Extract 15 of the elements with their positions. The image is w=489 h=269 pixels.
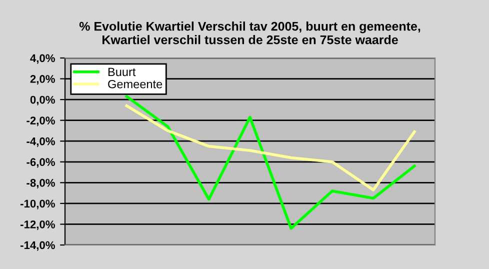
y-tick-label: -2,0% — [26, 116, 55, 126]
y-tick-label: -4,0% — [26, 137, 55, 147]
line-series — [125, 104, 416, 192]
y-tick-label: -14,0% — [20, 241, 55, 251]
y-tick-label: -6,0% — [26, 158, 55, 168]
line-series — [125, 95, 416, 230]
y-tick-label: 0,0% — [30, 96, 55, 106]
y-tick-label: -10,0% — [20, 200, 55, 210]
y-tick-label: 2,0% — [30, 75, 55, 85]
y-tick-label: -12,0% — [20, 220, 55, 230]
y-tick-label: -8,0% — [26, 178, 55, 188]
y-tick-label: 4,0% — [30, 54, 55, 64]
chart-title: % Evolutie Kwartiel Verschil tav 2005, buurt en gemeente, Kwartiel verschil tussen de 25ste en 75ste waarde — [79, 22, 420, 44]
legend-label: Gemeente — [108, 80, 162, 88]
legend-label: Buurt — [108, 68, 136, 76]
